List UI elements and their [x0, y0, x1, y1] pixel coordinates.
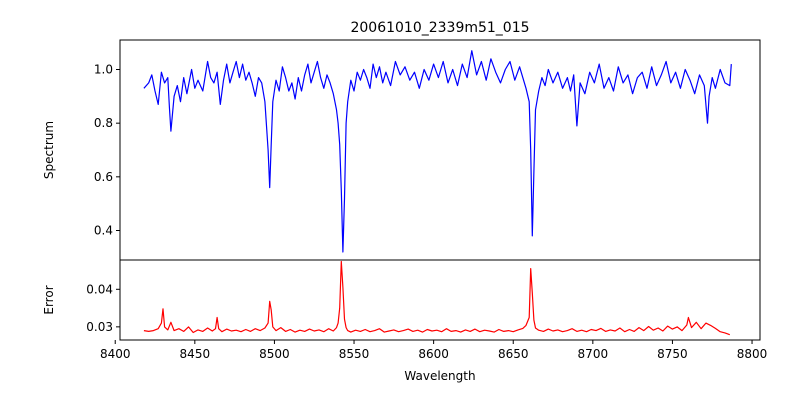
- spectrum-y-tick-label: 0.6: [94, 170, 113, 184]
- x-tick-label: 8500: [259, 347, 290, 361]
- spectrum-y-tick-label: 1.0: [94, 63, 113, 77]
- x-tick-label: 8400: [100, 347, 131, 361]
- error-y-tick-label: 0.04: [86, 282, 113, 296]
- x-tick-label: 8550: [339, 347, 370, 361]
- spectrum-y-tick-label: 0.8: [94, 116, 113, 130]
- spectrum-series-line: [143, 50, 732, 253]
- x-tick-label: 8800: [737, 347, 768, 361]
- x-tick-label: 8450: [180, 347, 211, 361]
- error-y-axis-label: Error: [42, 285, 56, 314]
- x-tick-label: 8700: [578, 347, 609, 361]
- x-tick-label: 8600: [418, 347, 449, 361]
- x-tick-label: 8650: [498, 347, 529, 361]
- x-axis-label: Wavelength: [404, 369, 475, 383]
- error-axes-frame: [119, 259, 761, 341]
- spectrum-y-axis-label: Spectrum: [42, 121, 56, 179]
- panels-layer: 0.4 0.6 0.8 1.0 Spectrum 0.03 0.04 Error 8400 845…: [42, 39, 768, 361]
- chart-title: 20061010_2339m51_015: [350, 20, 529, 36]
- spectrum-y-tick-label: 0.4: [94, 223, 113, 237]
- x-tick-label: 8750: [657, 347, 688, 361]
- error-series-line: [143, 260, 731, 336]
- error-y-tick-label: 0.03: [86, 320, 113, 334]
